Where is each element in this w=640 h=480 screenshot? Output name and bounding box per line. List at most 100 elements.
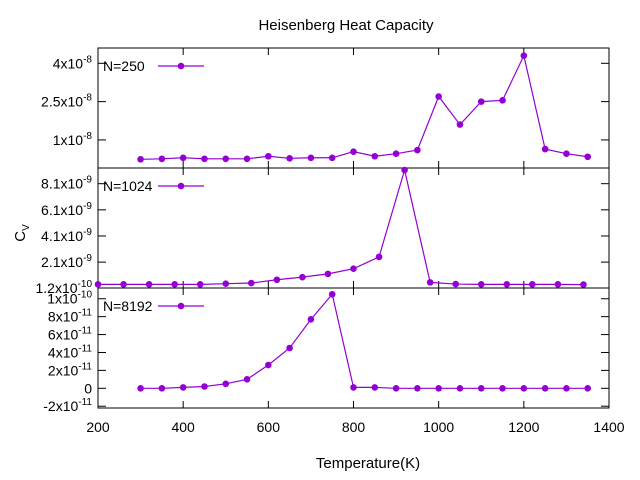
data-point (328, 290, 336, 298)
series-line (140, 53, 588, 160)
data-point (503, 281, 511, 288)
data-point (179, 384, 187, 391)
data-point (137, 156, 144, 163)
data-point (137, 384, 144, 392)
data-point (243, 155, 251, 163)
data-point (350, 148, 357, 155)
chart-title: Heisenberg Heat Capacity (258, 17, 434, 34)
data-point (541, 145, 549, 153)
data-point (201, 155, 208, 163)
data-point (120, 281, 127, 288)
legend-label: N=250 (103, 58, 145, 74)
data-point (456, 384, 464, 392)
data-point (179, 154, 187, 162)
data-point (435, 384, 442, 392)
y-tick-label: 4.1x10-9 (41, 227, 92, 244)
data-point (371, 384, 379, 391)
data-point (307, 154, 315, 162)
panel-3: -2x10-110 2x10-114x10-116x10-118x10-111x1… (43, 287, 625, 435)
x-axis-label: Temperature(K) (316, 455, 420, 472)
data-point (265, 152, 272, 160)
data-point (426, 279, 434, 286)
data-point (499, 97, 506, 104)
data-point (375, 253, 383, 261)
data-point (265, 361, 272, 369)
y-tick-label: 1.2x10-10 (36, 279, 93, 296)
data-point (222, 380, 230, 388)
data-point (158, 384, 166, 392)
data-point (520, 384, 528, 392)
data-point (299, 273, 306, 281)
legend-label: N=1024 (103, 178, 153, 194)
data-point (171, 281, 178, 288)
data-point (435, 93, 442, 100)
y-tick-label: 1x10-10 (47, 290, 92, 307)
data-point (286, 344, 293, 352)
data-point (145, 281, 153, 288)
y-tick-label: 8x10-11 (48, 308, 93, 325)
y-tick-label: 6x10-11 (48, 326, 93, 343)
data-point (196, 281, 204, 288)
legend-label: N=8192 (103, 298, 153, 314)
data-point (563, 384, 570, 392)
data-point (328, 154, 336, 162)
data-point (529, 281, 536, 288)
y-tick-label: 2.1x10-9 (41, 253, 92, 270)
data-point (371, 152, 379, 160)
series-line (98, 167, 584, 286)
data-point (477, 384, 485, 392)
data-point (414, 384, 421, 392)
data-point (94, 281, 102, 288)
data-point (158, 155, 166, 163)
x-tick-label: 600 (257, 419, 281, 435)
y-tick-label: 4x10-11 (48, 343, 93, 360)
data-point (499, 384, 506, 392)
y-tick-label: 0 (84, 380, 92, 396)
x-tick-label: 1000 (423, 419, 454, 435)
data-point (584, 153, 592, 161)
data-point (414, 146, 421, 154)
data-point (307, 316, 315, 323)
data-point (222, 280, 230, 287)
data-point (243, 376, 251, 383)
data-point (580, 281, 587, 288)
data-point (392, 150, 400, 158)
data-point (201, 383, 208, 390)
data-point (401, 166, 408, 174)
data-point (286, 154, 293, 162)
legend-marker (177, 62, 185, 70)
data-point (350, 384, 357, 391)
y-axis-label: CV (12, 224, 32, 242)
legend-marker (177, 182, 185, 190)
data-point (392, 384, 400, 392)
y-tick-label: 2x10-11 (48, 361, 93, 378)
data-point (584, 384, 592, 392)
data-point (324, 270, 332, 278)
y-tick-label: 2.5x10-8 (41, 93, 92, 110)
y-tick-label: -2x10-11 (43, 397, 92, 414)
x-tick-label: 1200 (508, 419, 539, 435)
y-tick-label: 4x10-8 (53, 54, 93, 71)
y-tick-label: 1x10-8 (53, 131, 93, 148)
data-point (452, 280, 460, 288)
svg-text:CV: CV (12, 224, 32, 242)
data-point (477, 281, 485, 288)
data-point (456, 121, 464, 128)
series-line (140, 292, 588, 389)
y-tick-label: 6.1x10-9 (41, 201, 92, 218)
x-tick-label: 800 (342, 419, 366, 435)
data-point (222, 155, 230, 163)
data-point (563, 150, 570, 158)
data-point (273, 276, 281, 284)
x-tick-label: 200 (86, 419, 110, 435)
data-point (520, 52, 528, 59)
data-point (541, 384, 549, 392)
data-point (350, 265, 357, 272)
x-tick-label: 1400 (593, 419, 624, 435)
legend-marker (177, 302, 185, 310)
data-point (477, 98, 485, 105)
y-tick-label: 8.1x10-9 (41, 175, 92, 192)
x-tick-label: 400 (171, 419, 195, 435)
data-point (554, 281, 562, 288)
